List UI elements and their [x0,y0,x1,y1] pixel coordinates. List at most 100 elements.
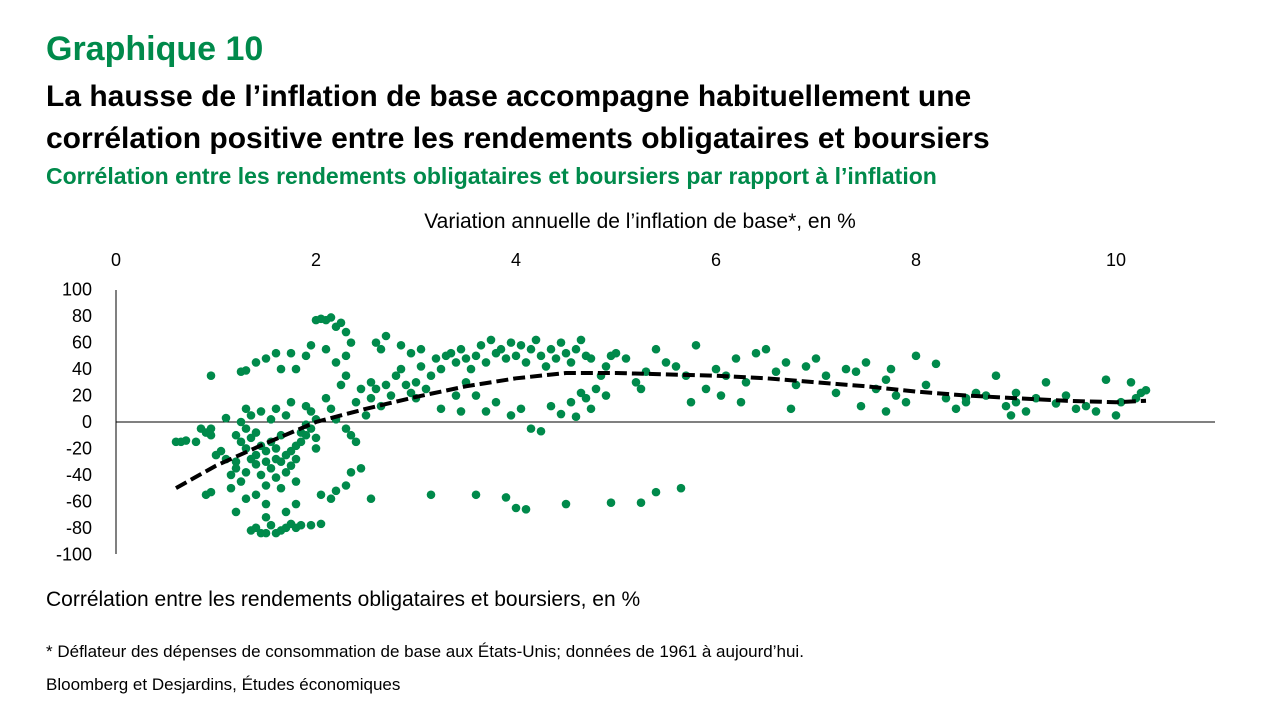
scatter-point [446,348,456,358]
x-tick-label: 0 [111,250,121,270]
scatter-point [556,409,566,419]
scatter-point [661,358,671,367]
scatter-point [451,358,461,367]
scatter-point [306,407,316,416]
scatter-point [231,507,241,517]
scatter-point [911,351,921,361]
data-points [171,313,1151,538]
scatter-point [516,404,526,414]
scatter-point [346,338,356,347]
scatter-point [401,380,411,390]
scatter-point [276,430,286,440]
scatter-point [291,477,301,486]
scatter-point [416,344,426,354]
chart-subtitle: Corrélation entre les rendements obligat… [46,163,937,189]
scatter-point [351,437,361,447]
scatter-point [236,437,246,447]
scatter-point [571,412,581,422]
scatter-point [326,404,336,414]
scatter-point [381,380,391,390]
scatter-point [266,520,276,530]
scatter-point [606,498,616,508]
scatter-point [256,470,266,480]
scatter-point [1006,411,1016,420]
scatter-point [951,404,961,414]
y-tick-label: 60 [72,333,92,353]
scatter-point [761,344,771,354]
scatter-point [471,351,481,361]
y-tick-label: 100 [62,280,92,300]
scatter-point [201,428,211,437]
scatter-point [271,404,281,414]
scatter-point [1101,375,1111,384]
scatter-point [341,371,351,380]
scatter-point [1126,378,1136,387]
scatter-point [306,340,316,350]
scatter-point [356,464,366,473]
scatter-point [271,444,281,453]
scatter-point [256,407,266,416]
scatter-point [356,384,366,394]
y-tick-label: 80 [72,306,92,326]
scatter-point [286,348,296,358]
scatter-point [236,417,246,427]
scatter-point [466,364,476,374]
scatter-point [831,388,841,398]
scatter-point [506,411,516,420]
scatter-point [886,364,896,374]
y-tick-label: 20 [72,386,92,406]
scatter-point [471,490,481,500]
x-tick-label: 4 [511,250,521,270]
scatter-point [261,499,271,509]
scatter-point [411,378,421,387]
scatter-point [176,437,186,447]
scatter-point [241,366,251,375]
scatter-point [366,393,376,403]
scatter-point [386,391,396,400]
scatter-point [841,364,851,374]
scatter-point [511,351,521,361]
scatter-point [281,467,291,477]
scatter-point [591,384,601,394]
footnote: * Déflateur des dépenses de consommation… [46,642,804,661]
scatter-point [261,528,271,538]
scatter-point [1081,401,1091,411]
scatter-point [791,380,801,390]
x-tick-label: 2 [311,250,321,270]
scatter-point [276,364,286,374]
scatter-point [781,358,791,367]
scatter-point [931,359,941,369]
scatter-point [556,338,566,347]
scatter-point [501,493,511,502]
scatter-point [246,411,256,420]
scatter-point [226,470,236,480]
y-tick-label: -40 [66,465,92,485]
scatter-point [406,348,416,358]
scatter-point [266,415,276,424]
scatter-point [331,358,341,367]
scatter-point [686,397,696,407]
scatter-point [286,461,296,470]
scatter-point [426,490,436,500]
scatter-point [341,481,351,490]
scatter-point [861,358,871,367]
tick-labels: 0 2 4 6 8 10 100 80 60 40 20 0 -20 -40 -60 -80 -100 [56,250,1126,564]
scatter-point [346,467,356,477]
scatter-point [436,404,446,414]
scatter-point [251,490,261,500]
scatter-point [241,494,251,504]
scatter-point [326,313,336,322]
scatter-point [566,397,576,407]
scatter-point [481,358,491,367]
scatter-point [1071,404,1081,414]
scatter-point [316,490,326,500]
scatter-point [586,354,596,363]
scatter-point [321,393,331,403]
scatter-point [821,371,831,380]
scatter-point [316,519,326,529]
scatter-point [536,426,546,436]
scatter-point [321,344,331,354]
scatter-point [206,371,216,380]
scatter-point [266,464,276,473]
